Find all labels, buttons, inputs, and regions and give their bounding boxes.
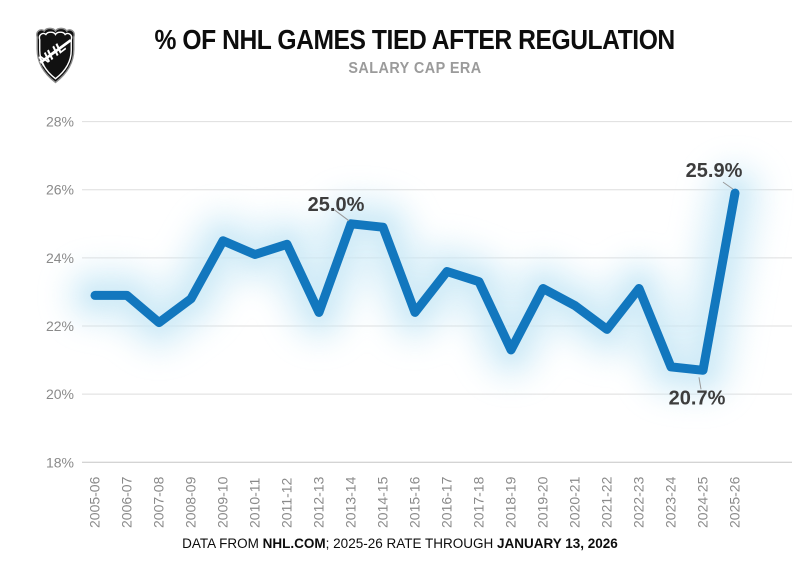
y-tick-label: 20%: [46, 386, 74, 402]
data-series: [90, 188, 740, 375]
x-tick-label: 2020-21: [567, 476, 583, 528]
x-tick-label: 2023-24: [663, 476, 679, 528]
shield-inner-border: [38, 31, 73, 80]
annotation-leader-line: [332, 208, 350, 222]
y-tick-label: 18%: [46, 454, 74, 470]
x-tick-label: 2016-17: [439, 476, 455, 528]
x-tick-label: 2015-16: [407, 476, 423, 528]
footer-text-segment: DATA FROM: [182, 536, 263, 551]
chart-title: % OF NHL GAMES TIED AFTER REGULATION: [154, 24, 676, 55]
line-glow: [66, 164, 764, 400]
x-tick-label: 2012-13: [311, 476, 327, 528]
source-note: DATA FROM NHL.COM; 2025-26 RATE THROUGH …: [0, 536, 800, 551]
x-tick-label: 2025-26: [727, 476, 743, 528]
footer-text-segment: JANUARY 13, 2026: [496, 536, 618, 551]
x-tick-label: 2024-25: [695, 476, 711, 528]
x-tick-label: 2014-15: [375, 476, 391, 528]
line-chart: 18% 20% 22% 24% 26% 28% 2005-06 2006-07 2007-08…: [46, 114, 792, 528]
chart-header: % OF NHL GAMES TIED AFTER REGULATION SAL…: [0, 24, 800, 78]
annotation-leader-line: [722, 181, 734, 190]
y-tick-label: 26%: [46, 182, 74, 198]
footer-text-segment: ; 2025-26 RATE THROUGH: [325, 536, 497, 551]
y-tick-label: 22%: [46, 318, 74, 334]
x-tick-label: 2007-08: [151, 476, 167, 528]
chart-subtitle: SALARY CAP ERA: [348, 60, 482, 77]
nhl-shield-icon: NHL: [36, 27, 75, 84]
annotation-label: 25.0%: [308, 194, 365, 216]
x-tick-label: 2010-11: [247, 477, 263, 528]
annotation-label: 20.7%: [669, 387, 726, 409]
x-tick-label: 2017-18: [471, 476, 487, 528]
x-tick-label: 2011-12: [279, 477, 295, 528]
x-axis-labels: 2005-06 2006-07 2007-08 2008-09 2009-10 2010-…: [87, 476, 743, 528]
footer-text-segment: NHL.COM: [262, 536, 326, 551]
y-axis-labels: 18% 20% 22% 24% 26% 28%: [46, 114, 74, 471]
x-tick-label: 2006-07: [119, 476, 135, 528]
y-tick-label: 28%: [46, 114, 74, 130]
annotation-label: 25.9%: [686, 160, 743, 182]
annotations: 25.0% 20.7% 25.9%: [308, 160, 743, 409]
x-tick-label: 2019-20: [535, 476, 551, 528]
x-tick-label: 2008-09: [183, 476, 199, 528]
x-tick-label: 2021-22: [599, 476, 615, 528]
x-tick-label: 2018-19: [503, 476, 519, 528]
shield-diagonal-stripe: [39, 39, 72, 64]
x-tick-label: 2009-10: [215, 476, 231, 528]
x-tick-label: 2013-14: [343, 476, 359, 528]
x-tick-label: 2022-23: [631, 476, 647, 528]
y-tick-label: 24%: [46, 250, 74, 266]
x-tick-label: 2005-06: [87, 476, 103, 528]
data-line: [90, 188, 740, 375]
annotation-leader-line: [698, 377, 702, 390]
